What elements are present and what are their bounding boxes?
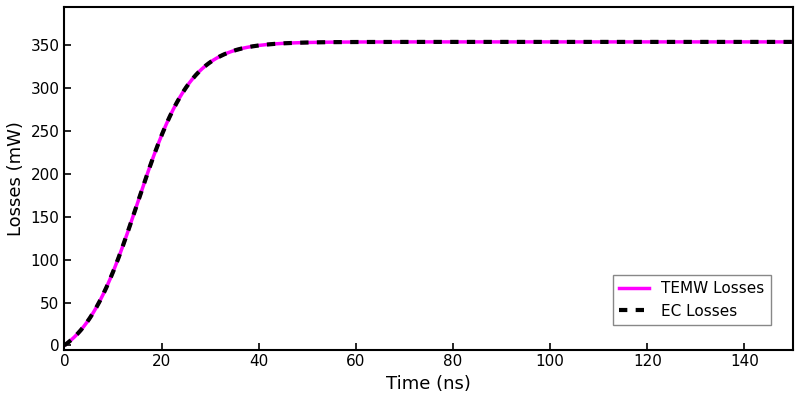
Line: EC Losses: EC Losses	[64, 42, 793, 345]
EC Losses	[142, 171, 152, 176]
EC Losses	[59, 343, 69, 348]
EC Losses	[695, 40, 705, 44]
Legend: TEMW Losses, EC Losses: TEMW Losses, EC Losses	[613, 275, 771, 325]
TEMW Losses	[59, 343, 69, 348]
EC Losses	[186, 79, 195, 84]
TEMW Losses	[370, 40, 380, 44]
TEMW Losses	[186, 79, 195, 84]
TEMW Losses	[788, 40, 798, 44]
EC Losses	[774, 40, 783, 44]
EC Losses	[370, 40, 380, 44]
Line: TEMW Losses: TEMW Losses	[64, 42, 793, 345]
Y-axis label: Losses (mW): Losses (mW)	[7, 121, 25, 236]
TEMW Losses	[142, 171, 152, 176]
TEMW Losses	[339, 40, 349, 44]
EC Losses	[339, 40, 349, 44]
TEMW Losses	[774, 40, 783, 44]
X-axis label: Time (ns): Time (ns)	[386, 375, 471, 393]
EC Losses	[788, 40, 798, 44]
TEMW Losses	[695, 40, 705, 44]
